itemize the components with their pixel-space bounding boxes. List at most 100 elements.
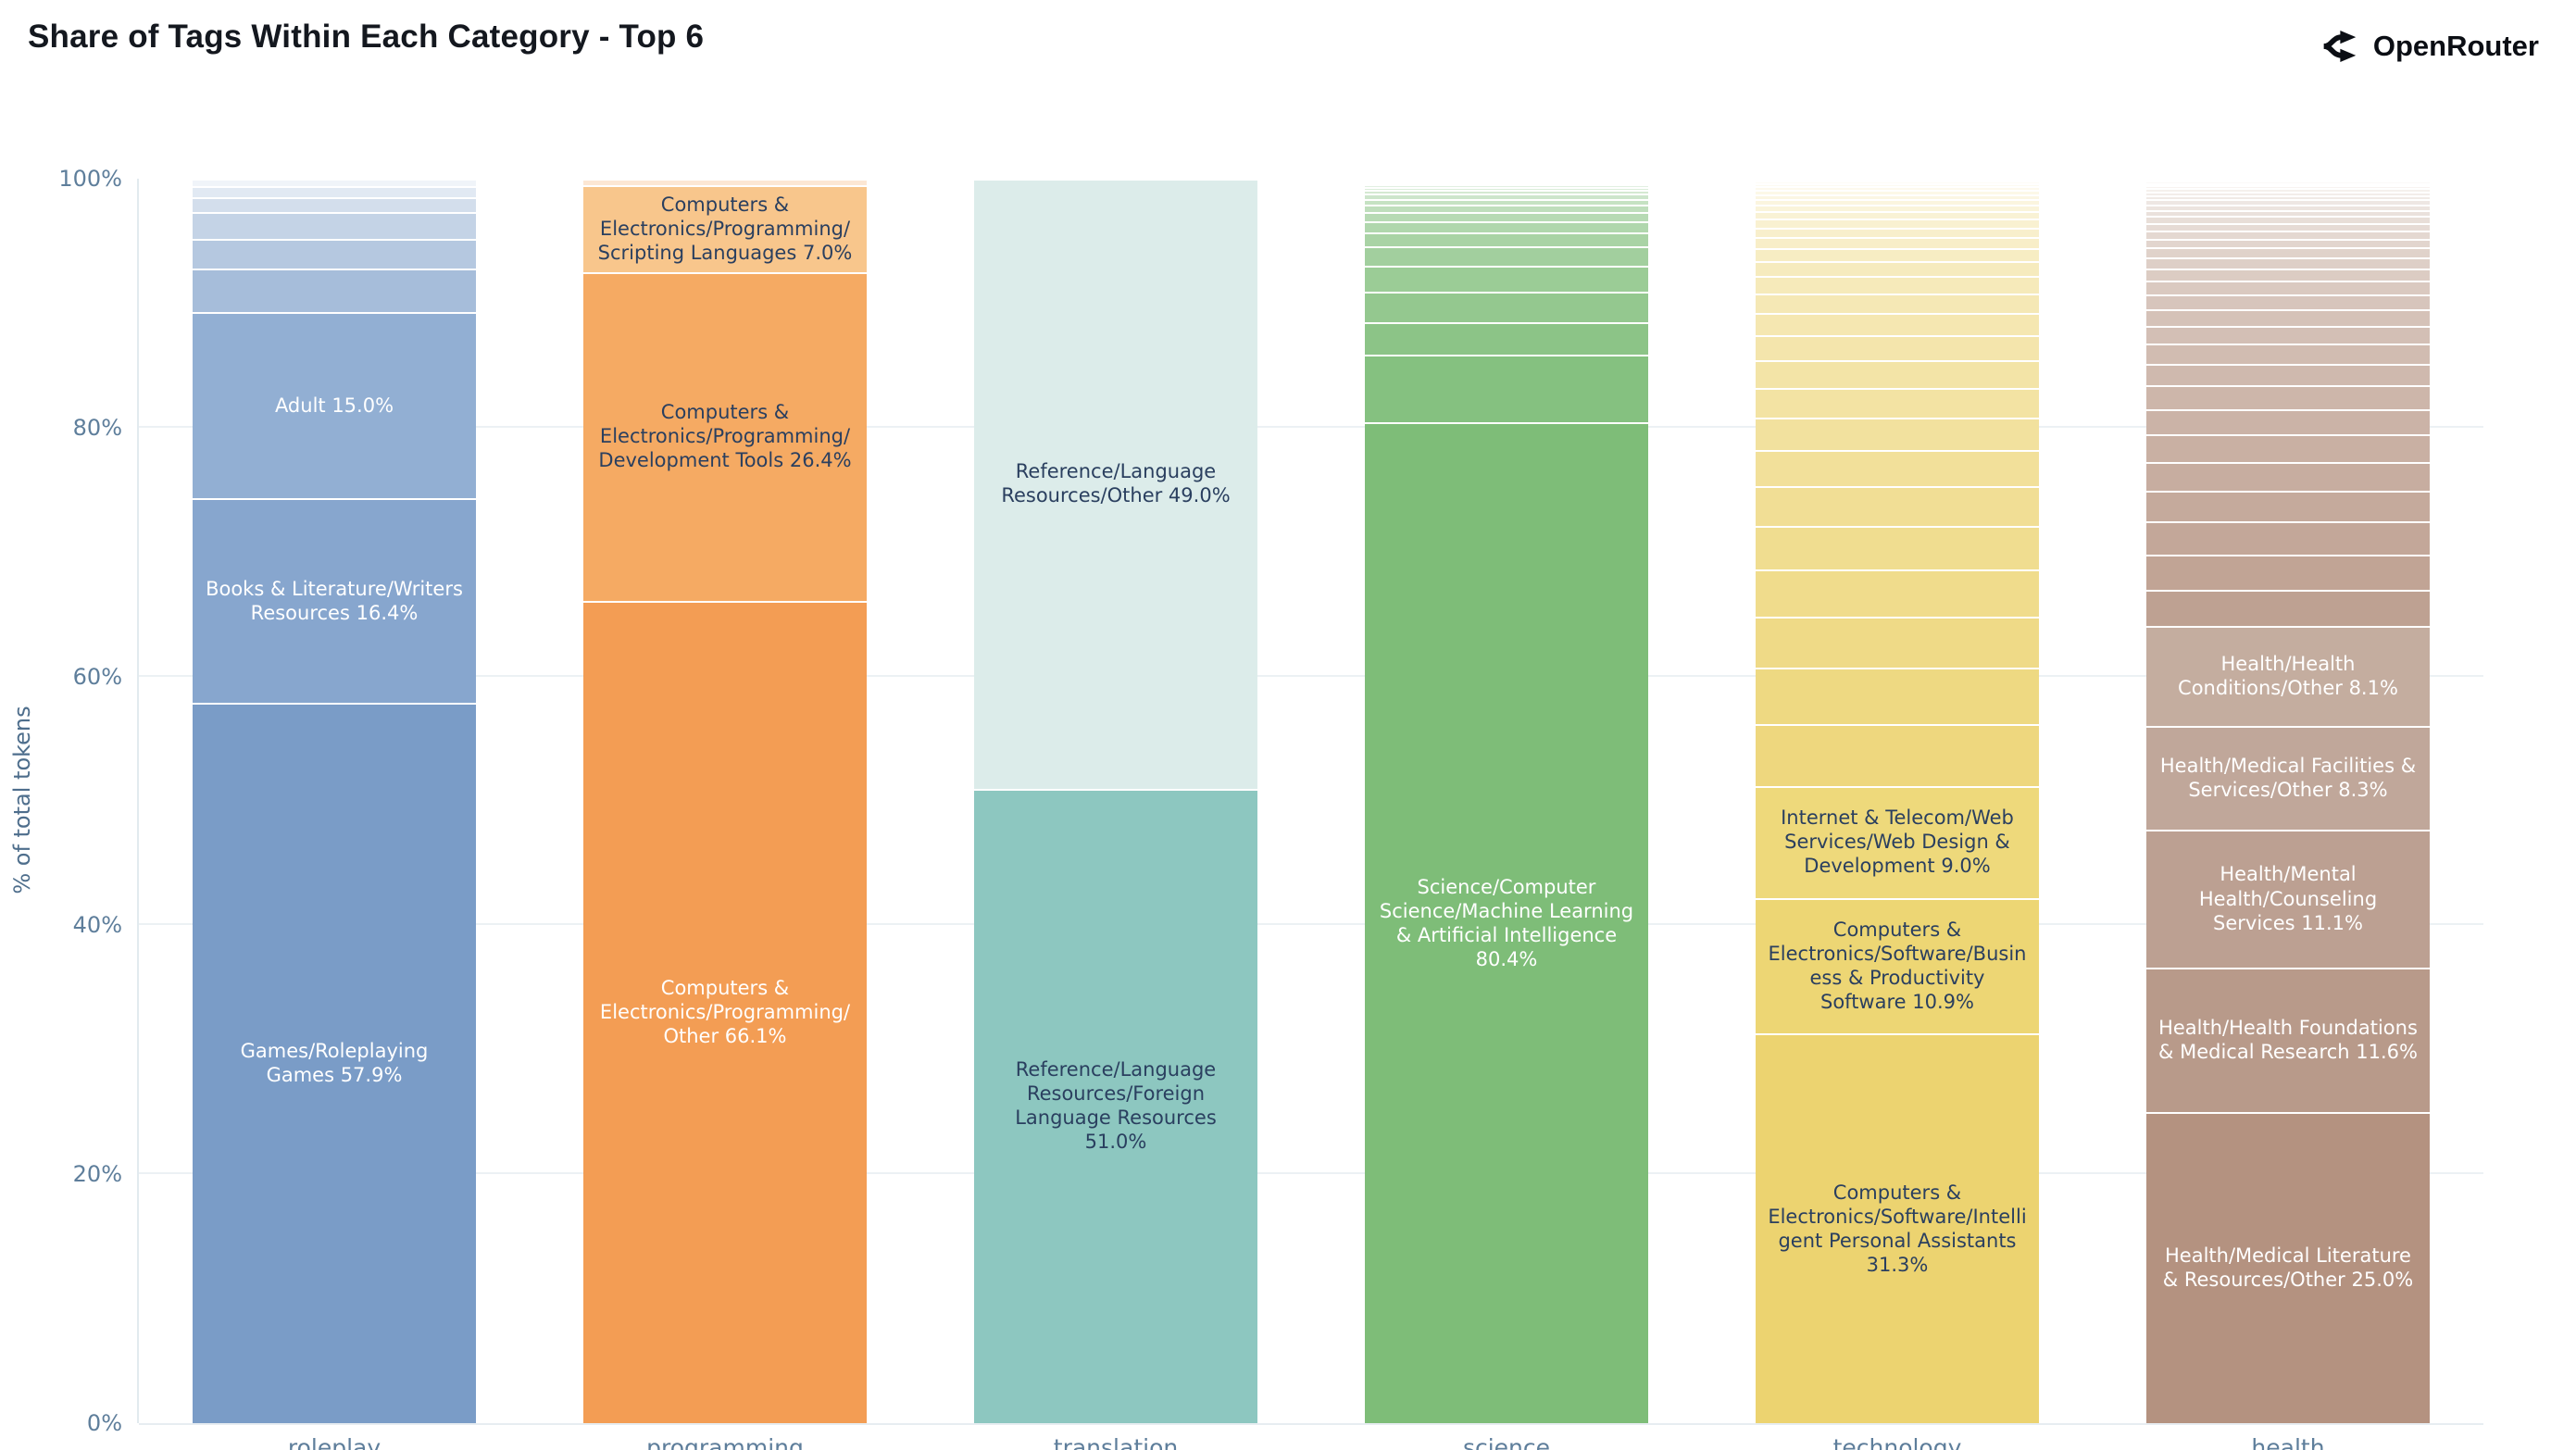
bar-segment[interactable] bbox=[1365, 220, 1648, 232]
bar-segment[interactable] bbox=[193, 197, 476, 213]
bar-segment[interactable]: Adult 15.0% bbox=[193, 311, 476, 499]
bar-segment[interactable] bbox=[2146, 281, 2430, 295]
bar-segment[interactable] bbox=[2146, 554, 2430, 590]
brand-logo[interactable]: OpenRouter bbox=[2320, 26, 2539, 67]
bar-segment[interactable] bbox=[1365, 321, 1648, 355]
bar-segment[interactable] bbox=[2146, 490, 2430, 522]
bar-segment[interactable] bbox=[1365, 182, 1648, 185]
bar-segment[interactable] bbox=[2146, 363, 2430, 386]
bar-segment[interactable]: Computers & Electronics/Software/Busines… bbox=[1756, 897, 2039, 1034]
bar-segment[interactable] bbox=[2146, 188, 2430, 192]
bar-segment[interactable] bbox=[1365, 231, 1648, 246]
bar-segment[interactable] bbox=[2146, 216, 2430, 223]
bar-segment[interactable] bbox=[2146, 408, 2430, 435]
bar-segment[interactable] bbox=[1756, 335, 2039, 361]
bar-segment[interactable] bbox=[1365, 292, 1648, 322]
bar-segment[interactable] bbox=[2146, 434, 2430, 462]
bar-segment[interactable]: Health/Medical Facilities & Services/Oth… bbox=[2146, 726, 2430, 830]
bar-segment[interactable] bbox=[1756, 227, 2039, 238]
bar-segment[interactable]: Health/Mental Health/Counseling Services… bbox=[2146, 829, 2430, 969]
bar-segment[interactable] bbox=[2146, 294, 2430, 310]
bar-segment[interactable]: Reference/Language Resources/Foreign Lan… bbox=[974, 788, 1257, 1423]
bar-segment[interactable] bbox=[2146, 385, 2430, 409]
bar-segment[interactable]: Computers & Electronics/Software/Intelli… bbox=[1756, 1033, 2039, 1423]
bar-segment[interactable] bbox=[2146, 256, 2430, 269]
bar-segment[interactable] bbox=[1756, 275, 2039, 294]
bar-segment[interactable]: Computers & Electronics/Programming/Deve… bbox=[583, 271, 867, 601]
bar-segment[interactable] bbox=[193, 179, 476, 187]
bar-segment[interactable] bbox=[2146, 344, 2430, 364]
bar-segment[interactable] bbox=[1365, 186, 1648, 191]
bar-segment[interactable] bbox=[1365, 194, 1648, 199]
bar-segment[interactable] bbox=[1756, 219, 2039, 228]
bar-segment[interactable]: Reference/Language Resources/Other 49.0% bbox=[974, 179, 1257, 789]
bar-segment[interactable] bbox=[2146, 179, 2430, 181]
bar-segment[interactable] bbox=[2146, 191, 2430, 195]
bar-segment[interactable]: Computers & Electronics/Programming/Scri… bbox=[583, 184, 867, 272]
bar-segment[interactable] bbox=[193, 186, 476, 198]
bar-segment[interactable] bbox=[2146, 325, 2430, 344]
bar-segment[interactable] bbox=[1756, 237, 2039, 249]
bar-segment[interactable] bbox=[1756, 569, 2039, 618]
bar-segment[interactable] bbox=[2146, 199, 2430, 205]
bar-segment[interactable] bbox=[1365, 198, 1648, 206]
bar-segment[interactable] bbox=[193, 212, 476, 239]
bar-segment[interactable] bbox=[1756, 450, 2039, 487]
bar-segment[interactable] bbox=[1756, 360, 2039, 388]
bar-segment[interactable]: Health/Health Conditions/Other 8.1% bbox=[2146, 625, 2430, 727]
bar-segment[interactable] bbox=[1365, 245, 1648, 267]
bar-segment[interactable] bbox=[2146, 309, 2430, 326]
bar-segment[interactable] bbox=[1756, 617, 2039, 669]
bar-segment[interactable]: Computers & Electronics/Programming/Othe… bbox=[583, 600, 867, 1423]
bar-segment[interactable] bbox=[1756, 293, 2039, 314]
bar-segment[interactable] bbox=[1756, 181, 2039, 183]
bar-segment[interactable] bbox=[1365, 354, 1648, 423]
bar-segment[interactable] bbox=[2146, 521, 2430, 555]
bar-segment[interactable] bbox=[2146, 230, 2430, 239]
bar-segment[interactable] bbox=[2146, 182, 2430, 186]
bar-segment[interactable] bbox=[2146, 247, 2430, 257]
bar-segment[interactable] bbox=[2146, 589, 2430, 626]
bar-segment[interactable] bbox=[1756, 526, 2039, 570]
bar-segment[interactable] bbox=[1365, 179, 1648, 181]
bar-segment[interactable] bbox=[1365, 266, 1648, 293]
bar-segment[interactable] bbox=[1756, 486, 2039, 527]
bar-segment[interactable]: Health/Medical Literature & Resources/Ot… bbox=[2146, 1112, 2430, 1423]
bar-segment[interactable] bbox=[1756, 387, 2039, 419]
bar-segment[interactable] bbox=[2146, 194, 2430, 200]
bar-segment[interactable] bbox=[1756, 211, 2039, 219]
bar-segment[interactable] bbox=[2146, 238, 2430, 248]
bar-segment[interactable] bbox=[2146, 461, 2430, 491]
bar-segment[interactable] bbox=[1756, 260, 2039, 276]
bar-segment[interactable] bbox=[2146, 181, 2430, 183]
bar-segment[interactable] bbox=[1365, 212, 1648, 221]
bar-segment[interactable] bbox=[1365, 181, 1648, 183]
bar-segment[interactable] bbox=[1365, 184, 1648, 187]
bar-segment[interactable] bbox=[1756, 248, 2039, 261]
bar-segment[interactable] bbox=[1365, 205, 1648, 213]
bar-segment[interactable] bbox=[1756, 199, 2039, 206]
bar-segment[interactable] bbox=[1756, 194, 2039, 200]
bar-segment[interactable] bbox=[583, 179, 867, 185]
bar-segment[interactable] bbox=[1756, 205, 2039, 212]
bar-segment[interactable] bbox=[2146, 209, 2430, 217]
bar-segment[interactable] bbox=[1756, 179, 2039, 181]
bar-segment[interactable]: Games/Roleplaying Games 57.9% bbox=[193, 702, 476, 1423]
bar-segment[interactable] bbox=[1756, 186, 2039, 191]
bar-segment[interactable] bbox=[1756, 668, 2039, 724]
bar-segment[interactable]: Science/Computer Science/Machine Learnin… bbox=[1365, 422, 1648, 1423]
bar-segment[interactable] bbox=[2146, 222, 2430, 231]
bar-segment[interactable]: Books & Literature/Writers Resources 16.… bbox=[193, 498, 476, 703]
bar-segment[interactable] bbox=[1756, 723, 2039, 786]
bar-segment[interactable] bbox=[2146, 185, 2430, 189]
bar-segment[interactable] bbox=[1365, 190, 1648, 194]
bar-segment[interactable] bbox=[2146, 268, 2430, 281]
bar-segment[interactable] bbox=[193, 268, 476, 312]
bar-segment[interactable]: Internet & Telecom/Web Services/Web Desi… bbox=[1756, 785, 2039, 898]
bar-segment[interactable]: Health/Health Foundations & Medical Rese… bbox=[2146, 968, 2430, 1112]
bar-segment[interactable] bbox=[2146, 204, 2430, 210]
bar-segment[interactable] bbox=[1756, 182, 2039, 187]
bar-segment[interactable] bbox=[1756, 418, 2039, 451]
bar-segment[interactable] bbox=[193, 238, 476, 269]
bar-segment[interactable] bbox=[1756, 190, 2039, 194]
